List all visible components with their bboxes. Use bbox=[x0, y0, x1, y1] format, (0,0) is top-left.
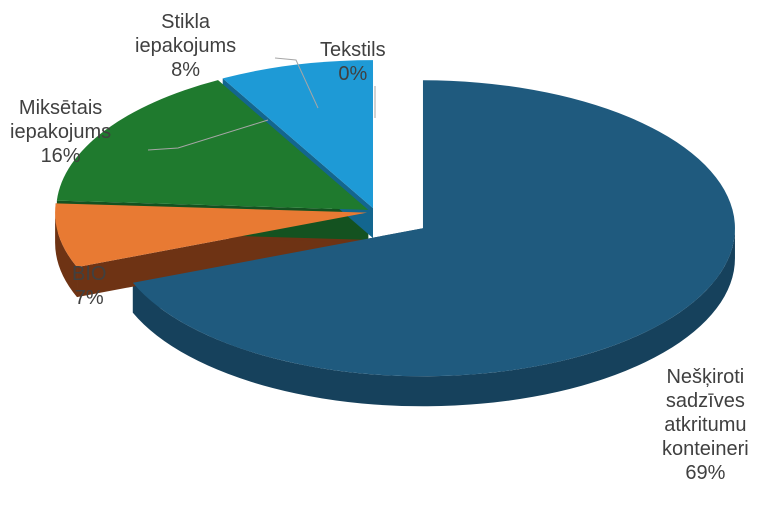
slice-label-miksetais: Miksētais iepakojums 16% bbox=[10, 97, 112, 167]
slice-miksētais-top bbox=[56, 80, 369, 210]
slice-bio-top bbox=[55, 203, 368, 268]
slice-label-tekstils: Tekstils 0% bbox=[320, 39, 386, 85]
leader-miksetais bbox=[147, 119, 269, 151]
pie-slices bbox=[55, 60, 735, 377]
slice-label-bio: BIO 7% bbox=[72, 263, 107, 309]
slice-label-stikla: Stikla iepakojums 8% bbox=[135, 11, 237, 81]
slice-nešķiroti-rim bbox=[132, 228, 735, 407]
leader-stikla bbox=[274, 57, 319, 109]
slice-nešķiroti-top bbox=[132, 80, 735, 377]
slice-bio-rim bbox=[55, 212, 78, 298]
slice-stikla-top bbox=[222, 60, 374, 209]
leader-lines bbox=[147, 57, 376, 151]
slice-label-nesķiroti: Nešķiroti sadzīves atkritumu konteineri … bbox=[662, 366, 749, 484]
